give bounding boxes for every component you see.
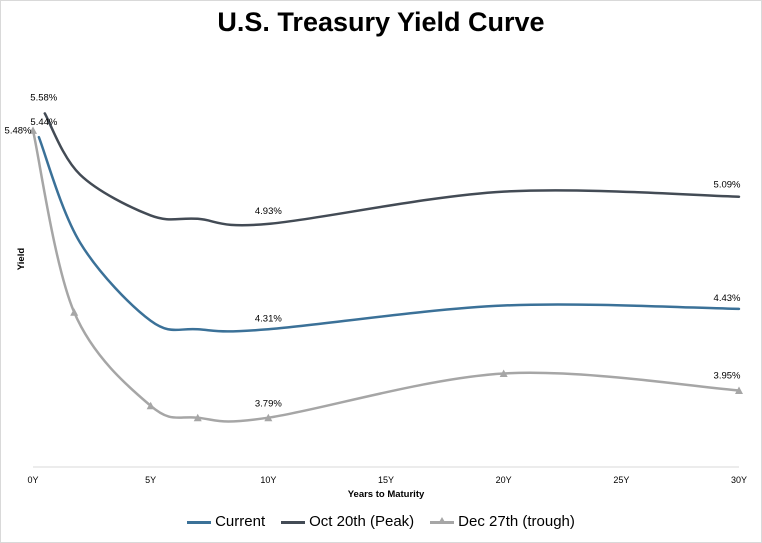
data-label-dec-27th-trough-1: 3.79%	[255, 399, 282, 410]
data-point-dec-27th-trough-0	[29, 126, 37, 134]
legend-marker-triangle-icon	[438, 516, 447, 524]
series-line-oct-20th-peak	[43, 112, 741, 227]
legend-swatch-dec-27th-trough	[430, 516, 455, 528]
x-tick-label-15y: 15Y	[378, 475, 394, 485]
legend-line-oct-20th-peak	[281, 520, 306, 524]
series-line-current	[37, 135, 741, 333]
legend-item-dec-27th-trough[interactable]: Dec 27th (trough)	[430, 513, 575, 530]
data-point-dec-27th-trough-6	[735, 386, 743, 394]
x-axis-title: Years to Maturity	[348, 489, 425, 500]
x-tick-label-25y: 25Y	[613, 475, 629, 485]
data-point-dec-27th-trough-4	[264, 413, 273, 422]
x-tick-label-10y: 10Y	[260, 475, 276, 485]
x-tick-label-5y: 5Y	[145, 475, 156, 485]
legend-line-current	[187, 520, 212, 524]
x-tick-label-30y: 30Y	[731, 475, 747, 485]
legend-swatch-oct-20th-peak	[281, 516, 306, 528]
data-label-oct-20th-peak-2: 5.09%	[714, 180, 741, 191]
data-point-dec-27th-trough-1	[70, 308, 79, 316]
legend: Current Oct 20th (Peak) Dec 27th (trough…	[1, 513, 761, 530]
legend-label-oct-20th-peak: Oct 20th (Peak)	[309, 513, 415, 530]
y-axis-title: Yield	[16, 248, 27, 271]
data-point-dec-27th-trough-2	[146, 401, 155, 410]
data-label-oct-20th-peak-0: 5.58%	[30, 92, 57, 103]
data-point-dec-27th-trough-3	[193, 413, 202, 422]
data-label-oct-20th-peak-1: 4.93%	[255, 206, 282, 217]
legend-swatch-current	[187, 516, 212, 528]
data-label-dec-27th-trough-2: 3.95%	[714, 371, 741, 382]
data-label-current-0: 5.44%	[30, 117, 57, 128]
chart-title: U.S. Treasury Yield Curve	[217, 7, 545, 37]
data-label-current-2: 4.43%	[714, 293, 741, 304]
data-label-current-1: 4.31%	[255, 313, 282, 324]
legend-item-oct-20th-peak[interactable]: Oct 20th (Peak)	[281, 513, 414, 530]
legend-item-current[interactable]: Current	[187, 513, 265, 530]
data-label-dec-27th-trough-0: 5.48%	[5, 125, 32, 136]
x-tick-label-0y: 0Y	[27, 475, 38, 485]
series-line-dec-27th-trough	[31, 129, 741, 423]
data-point-dec-27th-trough-5	[499, 369, 508, 377]
legend-label-dec-27th-trough: Dec 27th (trough)	[458, 513, 575, 530]
legend-label-current: Current	[215, 513, 266, 530]
x-tick-label-20y: 20Y	[496, 475, 512, 485]
